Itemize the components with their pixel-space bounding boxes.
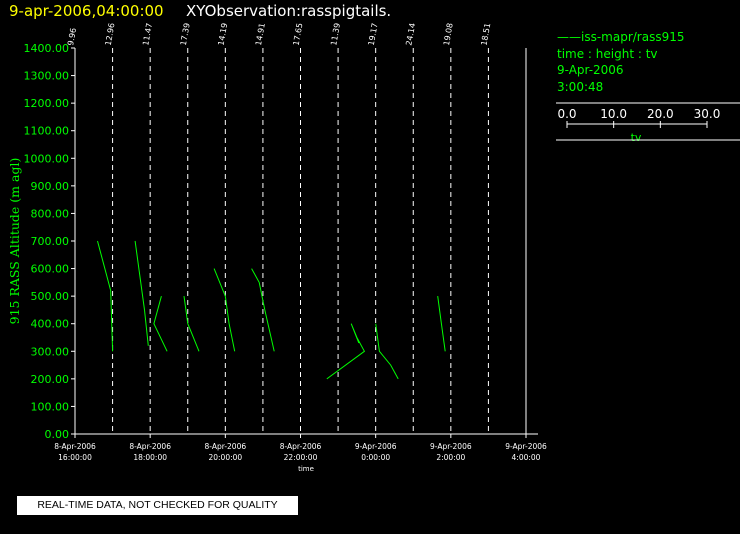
y-axis-label: 915 RASS Altitude (m agl): [7, 158, 22, 325]
legend-date: 9-Apr-2006: [557, 63, 624, 77]
y-tick-label: 1000.00: [24, 152, 70, 165]
legend-scale-label: 30.0: [694, 107, 721, 121]
profile-label: 17.39: [179, 22, 192, 46]
x-axis-label: time: [298, 465, 314, 473]
y-tick-label: 600.00: [31, 263, 70, 276]
x-tick-date: 8-Apr-2006: [205, 442, 247, 451]
x-tick-date: 8-Apr-2006: [129, 442, 171, 451]
x-tick-time: 16:00:00: [58, 453, 92, 462]
y-tick-label: 100.00: [31, 400, 70, 413]
profile-trace: [213, 268, 236, 352]
profile-label: 18.51: [480, 22, 493, 46]
x-tick-time: 20:00:00: [208, 453, 242, 462]
y-tick-label: 1200.00: [24, 97, 70, 110]
y-tick-label: 1300.00: [24, 70, 70, 83]
y-tick-label: 400.00: [31, 318, 70, 331]
profile-label: 19.17: [367, 22, 380, 46]
x-tick-date: 8-Apr-2006: [54, 442, 96, 451]
plot-datetime: 9-apr-2006,04:00:00: [9, 2, 164, 20]
legend-series-name: iss-mapr/rass915: [581, 30, 685, 44]
x-tick-time: 18:00:00: [133, 453, 167, 462]
profile-label: 11.39: [329, 22, 342, 46]
x-tick-time: 4:00:00: [512, 453, 541, 462]
legend-scale-label: 20.0: [647, 107, 674, 121]
x-tick-date: 8-Apr-2006: [280, 442, 322, 451]
x-tick-date: 9-Apr-2006: [505, 442, 547, 451]
profile-trace: [134, 240, 149, 346]
profile-trace: [97, 240, 114, 352]
y-tick-label: 1100.00: [24, 125, 70, 138]
profile-label: 24.14: [404, 22, 417, 46]
observation-title: XYObservation:rasspigtails.: [186, 2, 392, 20]
legend-variables: time : height : tv: [557, 46, 658, 61]
y-tick-label: 800.00: [31, 207, 70, 220]
legend-scale-label: 10.0: [600, 107, 627, 121]
axes: 0.00 100.00 200.00 300.00 400.00 500.00 600.00…: [7, 42, 547, 473]
legend-scale-label: 0.0: [557, 107, 576, 121]
profile-label: 14.19: [216, 22, 229, 46]
profile-trace: [251, 268, 275, 352]
x-tick-time: 2:00:00: [436, 453, 465, 462]
y-tick-label: 0.00: [45, 428, 70, 441]
profile-label: 17.65: [292, 22, 305, 46]
profile-label: 9.96: [66, 27, 78, 46]
profile-trace: [326, 323, 366, 380]
profile-label: 11.47: [141, 22, 154, 46]
quality-warning-banner: REAL-TIME DATA, NOT CHECKED FOR QUALITY: [17, 496, 298, 515]
profile-label: 19.08: [442, 22, 455, 46]
x-tick-date: 9-Apr-2006: [430, 442, 472, 451]
legend-scale-title: tv: [631, 131, 642, 144]
profile-trace: [183, 296, 200, 352]
legend: ——iss-mapr/rass915 time : height : tv 9-…: [557, 29, 685, 95]
profile-trace: [375, 323, 399, 380]
profile-trace: [153, 295, 168, 352]
y-tick-label: 500.00: [31, 290, 70, 303]
profile-trace: [437, 296, 446, 352]
x-tick-time: 0:00:00: [361, 453, 390, 462]
y-tick-label: 900.00: [31, 180, 70, 193]
data-traces: [97, 240, 446, 380]
legend-line-label: ——iss-mapr/rass915: [557, 30, 685, 44]
legend-time: 3:00:48: [557, 79, 604, 94]
legend-scale: 0.0 10.0 20.0 30.0 tv: [556, 102, 740, 144]
profile-label: 12.96: [104, 22, 117, 46]
profile-lines: 9.96 12.96 11.47 17.39 14.19 14.91 17.65 11.39 1…: [66, 22, 527, 434]
y-tick-label: 300.00: [31, 345, 70, 358]
profile-label: 14.91: [254, 22, 267, 46]
y-tick-label: 1400.00: [24, 42, 70, 55]
y-tick-label: 700.00: [31, 235, 70, 248]
x-tick-time: 22:00:00: [284, 453, 318, 462]
x-tick-date: 9-Apr-2006: [355, 442, 397, 451]
y-tick-label: 200.00: [31, 373, 70, 386]
